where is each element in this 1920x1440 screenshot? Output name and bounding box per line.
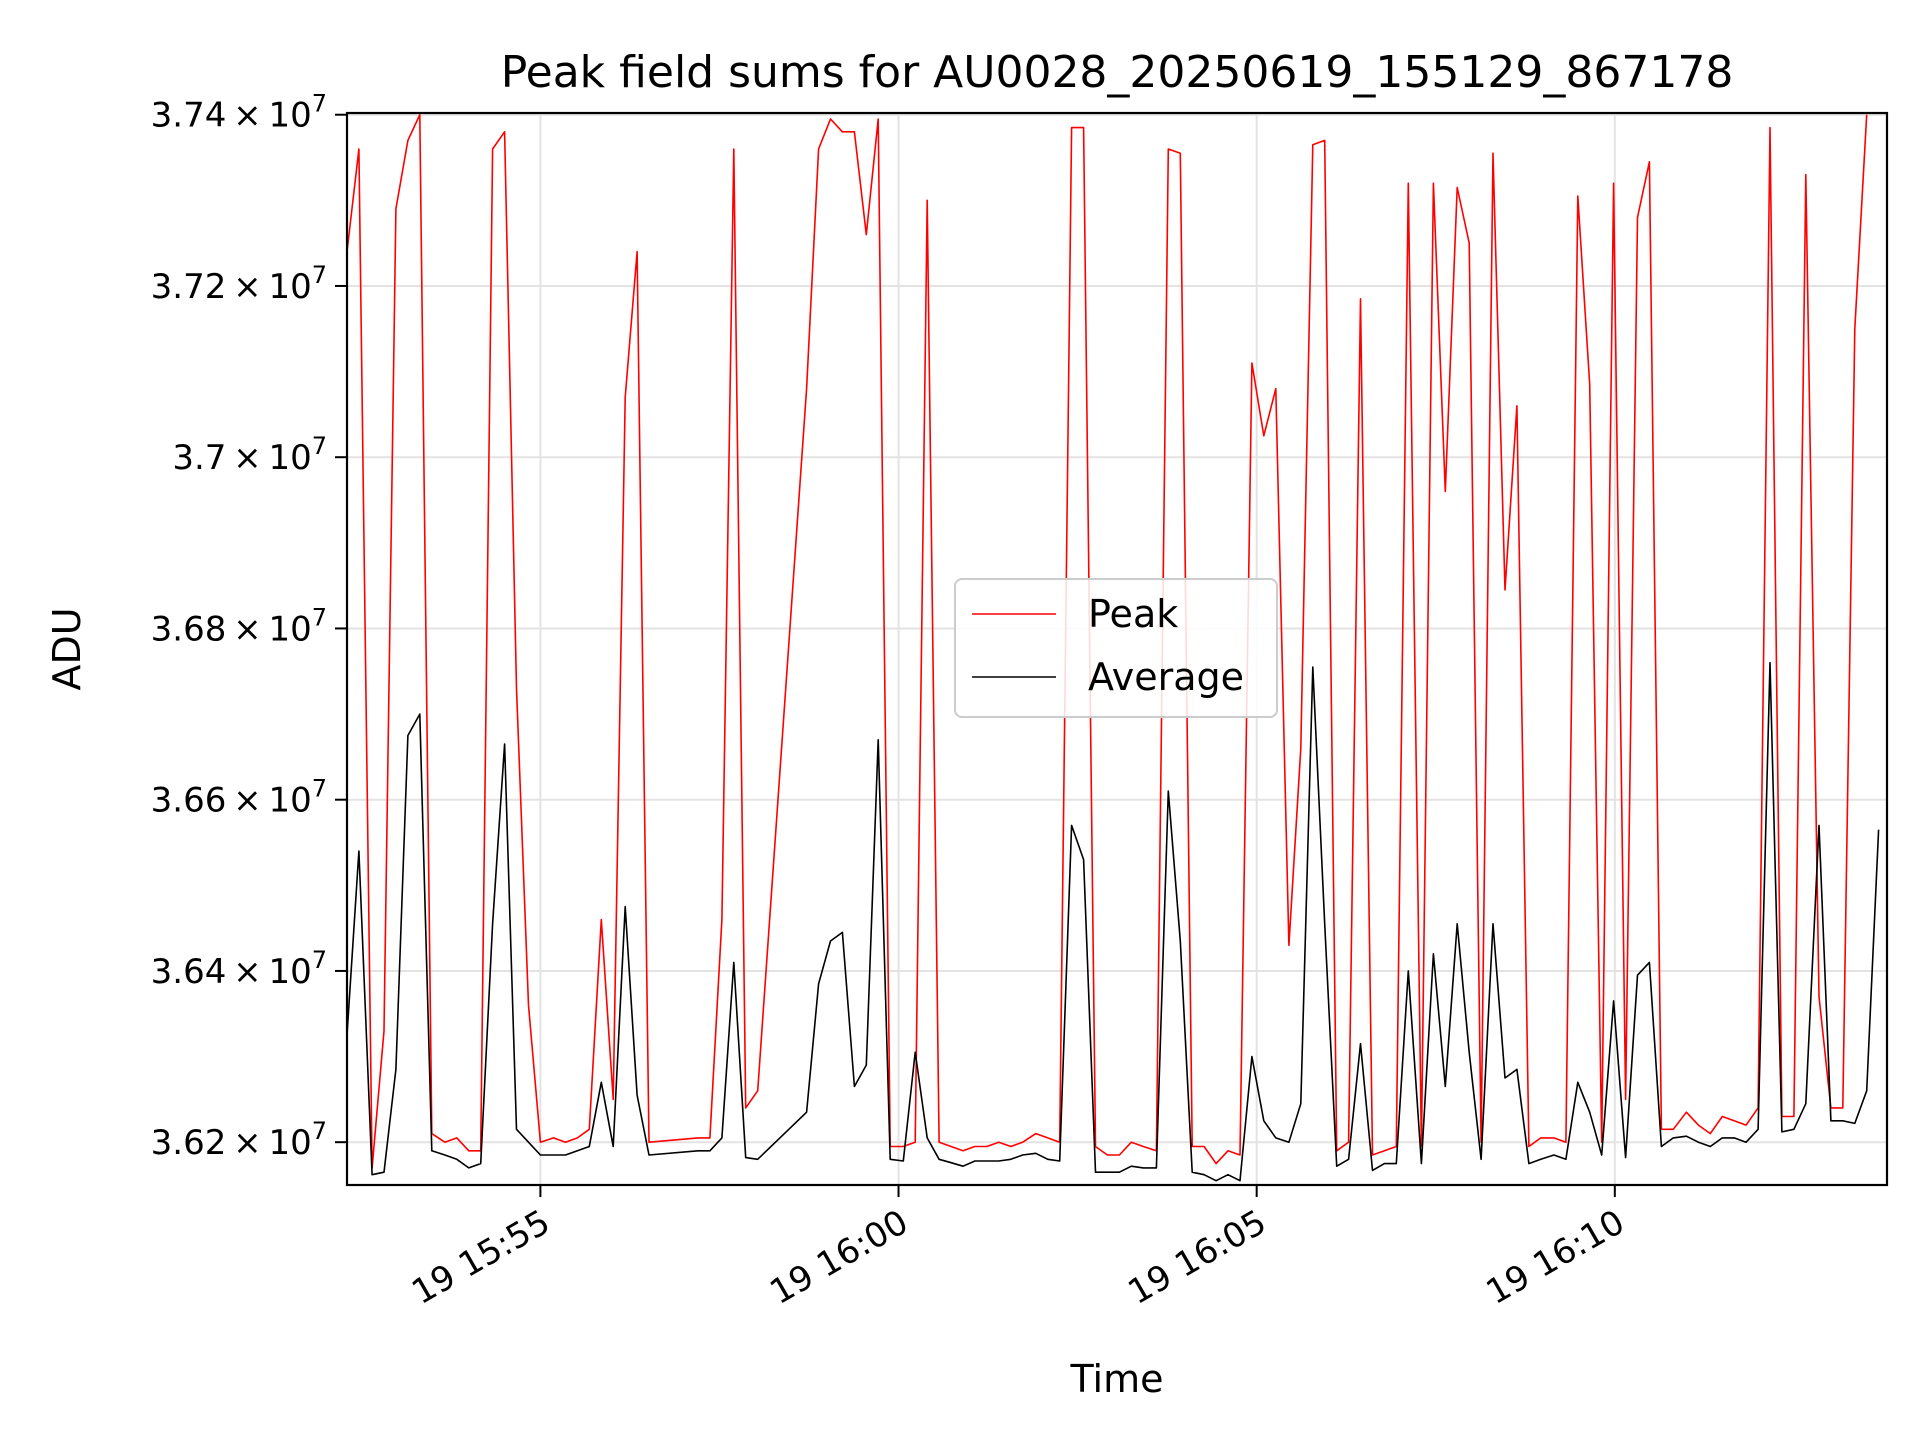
- y-tick-label-2: 3.66 × 107: [151, 775, 327, 821]
- y-tick-exponent-3: 7: [312, 603, 327, 631]
- legend-peak-label: Peak: [1088, 592, 1178, 636]
- y-tick-exponent-0: 7: [312, 1117, 327, 1145]
- y-tick-label-3: 3.68 × 107: [151, 603, 327, 649]
- series-group: [346, 113, 1880, 1182]
- chart-title: Peak field sums for AU0028_20250619_1551…: [501, 47, 1734, 98]
- y-tick-exponent-1: 7: [312, 946, 327, 974]
- y-tick-label-4: 3.7 × 107: [172, 432, 327, 478]
- y-tick-label-6: 3.74 × 107: [151, 90, 327, 136]
- series-line-peak: [346, 113, 1868, 1169]
- legend-average-label: Average: [1088, 655, 1244, 699]
- y-axis-label: ADU: [45, 607, 89, 690]
- y-tick-label-1: 3.64 × 107: [151, 946, 327, 992]
- y-tick-label-0: 3.62 × 107: [151, 1117, 327, 1163]
- y-tick-exponent-6: 7: [312, 90, 327, 118]
- plot-frame: [345, 111, 1889, 1187]
- legend: Peak Average: [954, 578, 1278, 718]
- y-tick-label-5: 3.72 × 107: [151, 261, 327, 307]
- y-tick-exponent-4: 7: [312, 432, 327, 460]
- series-line-average: [346, 661, 1880, 1182]
- y-tick-exponent-5: 7: [312, 261, 327, 289]
- x-axis-label: Time: [1070, 1357, 1164, 1401]
- y-tick-exponent-2: 7: [312, 775, 327, 803]
- y-axis: 3.62 × 107 3.64 × 107 3.66 × 107 3.68 × 107…: [151, 90, 347, 1163]
